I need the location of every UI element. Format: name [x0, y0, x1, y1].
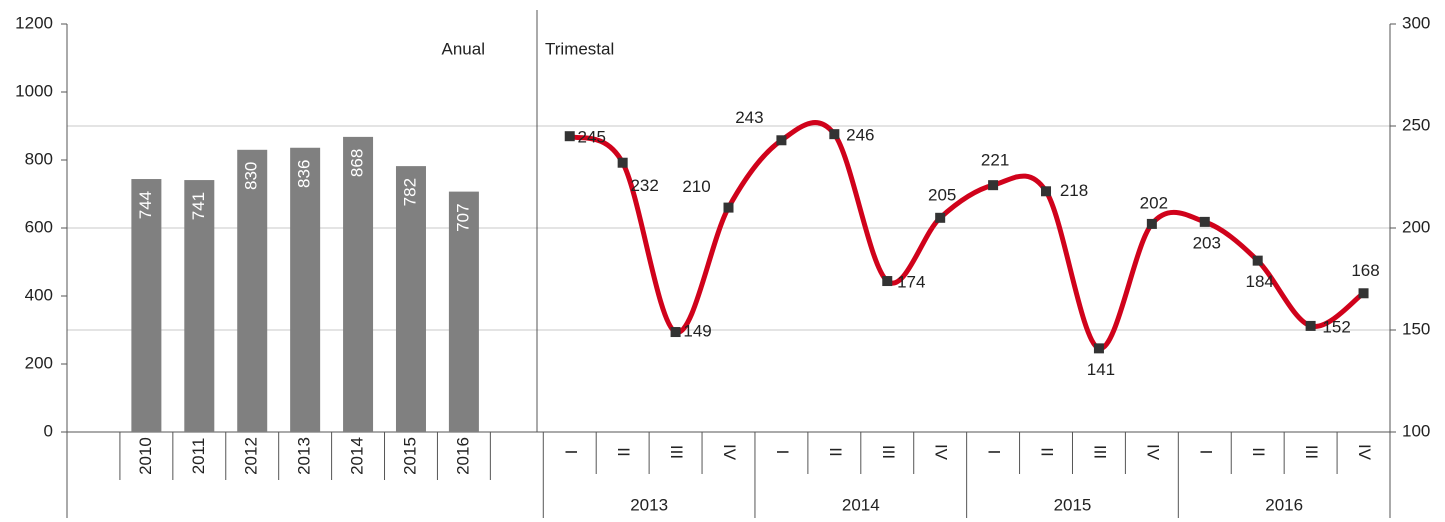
bar [448, 191, 479, 432]
y-tick-label: 1000 [15, 81, 53, 100]
point-label: 232 [630, 176, 658, 195]
y-tick-label: 600 [25, 217, 53, 236]
x-tick-label: 2012 [242, 437, 261, 475]
x-tick-label: III [879, 445, 898, 459]
bar-label: 868 [348, 149, 367, 177]
x-tick-label: III [1090, 445, 1109, 459]
y2-tick-label: 300 [1402, 13, 1430, 32]
point-label: 246 [846, 126, 874, 145]
point-label: 205 [928, 185, 956, 204]
x-tick-label: 2016 [453, 437, 472, 475]
bar [395, 166, 426, 432]
group-label: 2014 [842, 495, 880, 514]
x-tick-label: II [1249, 447, 1268, 456]
annotation: Trimestal [545, 39, 614, 58]
point-label: 218 [1060, 181, 1088, 200]
bar-label: 830 [242, 162, 261, 190]
point-label: 149 [683, 322, 711, 341]
marker [564, 131, 575, 142]
bar-label: 744 [136, 191, 155, 219]
marker [1093, 343, 1104, 354]
y2-tick-label: 200 [1402, 217, 1430, 236]
y-tick-label: 0 [44, 421, 53, 440]
x-tick-label: 2014 [348, 437, 367, 475]
x-tick-label: 2015 [400, 437, 419, 475]
x-tick-label: II [1038, 447, 1057, 456]
point-label: 184 [1246, 272, 1274, 291]
y-tick-label: 200 [25, 353, 53, 372]
bar [237, 149, 268, 433]
bar [343, 136, 374, 432]
group-label: 2013 [630, 495, 668, 514]
point-label: 203 [1193, 233, 1221, 252]
marker [723, 202, 734, 213]
point-label: 168 [1351, 261, 1379, 280]
marker [988, 180, 999, 191]
marker [1305, 320, 1316, 331]
line [568, 120, 1366, 351]
bar-label: 707 [453, 203, 472, 231]
group-label: 2016 [1265, 495, 1303, 514]
marker [617, 157, 628, 168]
x-tick-label: III [667, 445, 686, 459]
x-tick-label: IV [1355, 444, 1374, 461]
bar [184, 180, 215, 432]
marker [1252, 255, 1263, 266]
x-tick-label: III [1302, 445, 1321, 459]
y-tick-label: 800 [25, 149, 53, 168]
point-label: 141 [1087, 360, 1115, 379]
x-tick-label: IV [1143, 444, 1162, 461]
y2-tick-label: 150 [1402, 319, 1430, 338]
x-tick-label: 2013 [295, 437, 314, 475]
marker [1199, 216, 1210, 227]
x-tick-label: II [826, 447, 845, 456]
point-label: 152 [1322, 317, 1350, 336]
point-label: 245 [578, 128, 606, 147]
x-tick-label: I [985, 450, 1004, 455]
point-label: 174 [897, 273, 925, 292]
marker [935, 212, 946, 223]
x-tick-label: IV [720, 444, 739, 461]
bar-label: 836 [295, 160, 314, 188]
point-label: 202 [1140, 193, 1168, 212]
y-tick-label: 1200 [15, 13, 53, 32]
x-tick-label: 2010 [136, 437, 155, 475]
bar-label: 741 [189, 192, 208, 220]
x-tick-label: IV [932, 444, 951, 461]
y2-tick-label: 250 [1402, 115, 1430, 134]
x-tick-label: I [1196, 450, 1215, 455]
y-tick-label: 400 [25, 285, 53, 304]
x-tick-label: I [561, 450, 580, 455]
bar-label: 782 [400, 178, 419, 206]
x-tick-label: II [614, 447, 633, 456]
marker [829, 129, 840, 140]
x-tick-label: 2011 [189, 438, 208, 475]
marker [1041, 186, 1052, 197]
point-label: 210 [682, 177, 710, 196]
marker [882, 276, 893, 287]
y2-tick-label: 100 [1402, 421, 1430, 440]
point-label: 221 [981, 151, 1009, 170]
marker [1358, 288, 1369, 299]
bar [131, 179, 162, 432]
group-label: 2015 [1054, 495, 1092, 514]
bar [290, 147, 321, 432]
marker [776, 135, 787, 146]
x-tick-label: I [773, 450, 792, 455]
marker [670, 327, 681, 338]
point-label: 243 [735, 108, 763, 127]
annotation: Anual [442, 39, 485, 58]
marker [1146, 218, 1157, 229]
